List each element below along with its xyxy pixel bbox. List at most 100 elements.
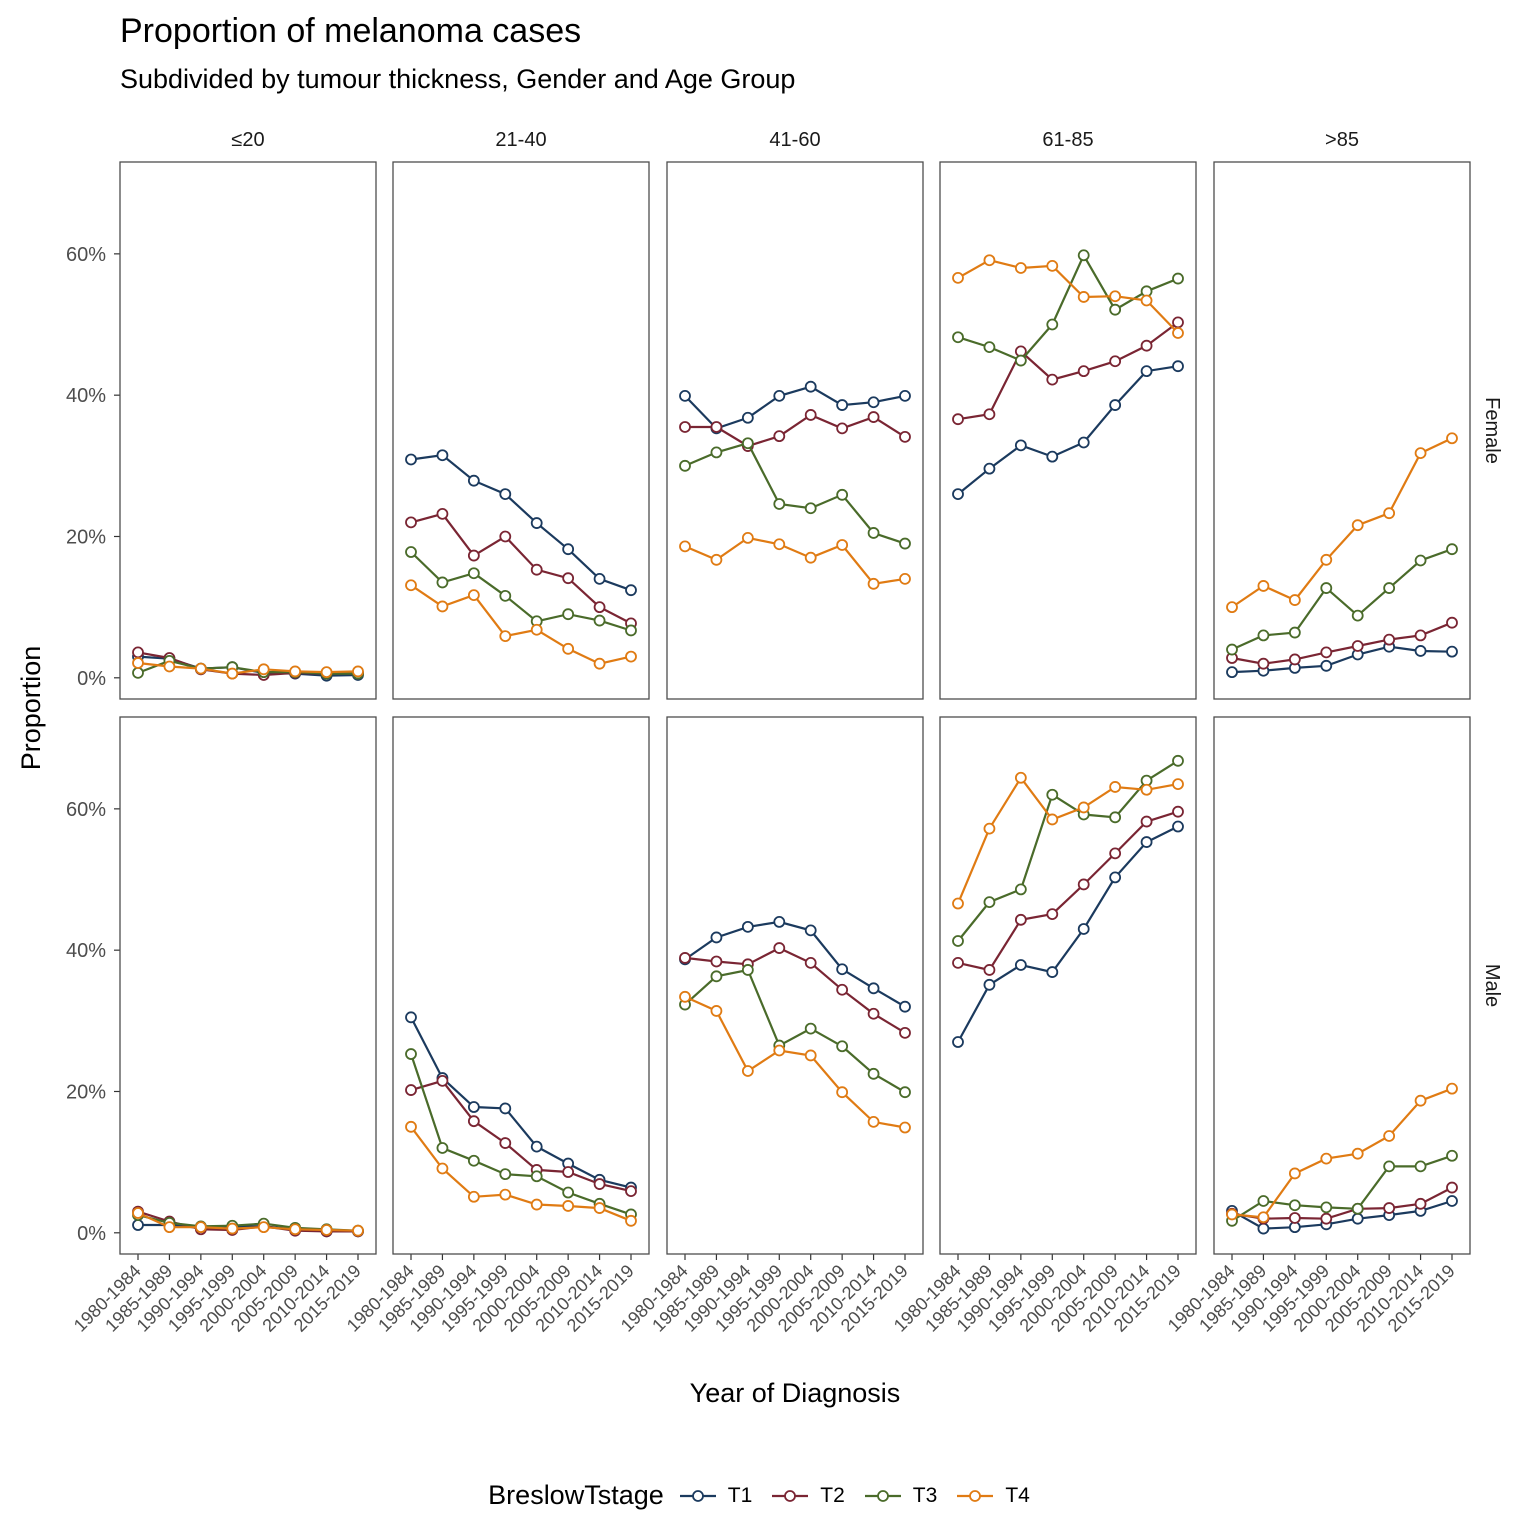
data-point-t1 — [1351, 1212, 1364, 1225]
data-point-t4 — [1320, 1152, 1333, 1165]
legend-key — [957, 1489, 994, 1502]
data-point-t1 — [983, 462, 996, 475]
data-point-t4 — [1046, 259, 1059, 272]
data-point-t1 — [467, 474, 480, 487]
data-point-t4 — [405, 579, 417, 592]
data-point-t1 — [804, 380, 817, 393]
data-point-t4 — [773, 1044, 786, 1057]
series-line-t4 — [684, 995, 906, 1129]
data-point-t4 — [593, 1202, 606, 1214]
panel-border — [666, 716, 924, 1255]
data-point-t3 — [436, 576, 449, 589]
data-point-t4 — [467, 589, 480, 602]
data-point-t4 — [1140, 783, 1153, 796]
data-point-t3 — [1257, 629, 1270, 642]
panel-border — [666, 161, 924, 700]
data-point-t3 — [1383, 1160, 1396, 1173]
data-point-t4 — [289, 1223, 302, 1236]
data-point-t4 — [163, 660, 176, 673]
data-point-t4 — [867, 577, 880, 590]
data-point-t1 — [1172, 820, 1184, 833]
data-point-t1 — [1014, 959, 1027, 971]
data-point-t2 — [1046, 373, 1059, 386]
data-point-t2 — [1320, 1212, 1333, 1225]
data-point-t4 — [952, 897, 964, 910]
data-point-t1 — [983, 978, 996, 991]
data-point-t1 — [867, 396, 880, 409]
data-point-t1 — [1446, 1195, 1458, 1207]
data-point-t3 — [1446, 543, 1458, 556]
data-point-t1 — [530, 517, 543, 529]
data-point-t4 — [194, 662, 207, 675]
data-point-t4 — [467, 1190, 480, 1203]
data-point-t3 — [1109, 811, 1122, 824]
data-point-t4 — [320, 666, 333, 679]
data-point-t4 — [530, 1198, 543, 1211]
legend-item-t4: T4 — [955, 1484, 1030, 1508]
data-point-t2 — [710, 955, 723, 968]
data-point-t2 — [1414, 1197, 1427, 1210]
legend: BreslowTstage T1 T2 T3 T4 — [0, 1480, 1536, 1511]
plot-area: ≤20 21-40 41-60 61-85 >85 Female Male 0% 20% 40% 6… — [16, 129, 1503, 1408]
data-point-t3 — [836, 488, 849, 501]
panel-female-21-40 — [392, 161, 650, 700]
data-point-t4 — [226, 667, 239, 680]
chart-subtitle: Subdivided by tumour thickness, Gender a… — [120, 64, 796, 94]
data-point-t2 — [710, 421, 723, 433]
data-point-t2 — [405, 1084, 417, 1096]
data-point-t1 — [593, 572, 606, 585]
y-axis-label: Proportion — [16, 646, 46, 771]
data-point-t4 — [679, 990, 691, 1003]
panel-border — [939, 161, 1197, 700]
data-point-t3 — [1014, 883, 1027, 896]
data-point-t1 — [679, 389, 691, 402]
data-point-t3 — [867, 1067, 880, 1080]
data-point-t4 — [625, 650, 637, 663]
data-point-t1 — [1046, 966, 1059, 978]
legend-key-point — [876, 1489, 889, 1502]
data-point-t3 — [436, 1142, 449, 1154]
series-line-t2 — [410, 512, 632, 625]
data-point-t4 — [436, 600, 449, 613]
data-point-t3 — [1226, 643, 1238, 656]
data-point-t2 — [1172, 316, 1184, 329]
legend-key — [864, 1489, 901, 1502]
legend-item-t3: T3 — [863, 1484, 937, 1508]
data-point-t3 — [499, 589, 512, 602]
data-point-t4 — [1351, 519, 1364, 532]
facet-row-label: Female — [1481, 397, 1503, 464]
series-line-t4 — [684, 536, 906, 585]
data-point-t2 — [1446, 616, 1458, 629]
data-point-t4 — [1414, 1094, 1427, 1107]
data-point-t4 — [899, 1121, 911, 1134]
data-point-t3 — [1351, 1202, 1364, 1215]
data-point-t4 — [1077, 801, 1090, 814]
panel-male-21-40 — [392, 716, 650, 1255]
data-point-t3 — [1109, 303, 1122, 316]
data-point-t1 — [562, 543, 575, 556]
panel-border — [1213, 161, 1471, 700]
data-point-t4 — [132, 657, 144, 669]
data-point-t1 — [1172, 360, 1184, 373]
data-point-t4 — [1383, 1130, 1396, 1142]
data-point-t3 — [741, 437, 754, 450]
data-point-t1 — [132, 1219, 144, 1231]
data-point-t1 — [1446, 645, 1458, 658]
data-point-t4 — [773, 538, 786, 551]
data-point-t2 — [405, 516, 417, 529]
data-point-t4 — [1383, 507, 1396, 520]
data-point-t4 — [741, 1065, 754, 1077]
data-point-t2 — [1288, 1212, 1301, 1224]
data-point-t2 — [1414, 629, 1427, 642]
panel-female-41-60 — [666, 161, 924, 700]
data-point-t1 — [899, 389, 911, 402]
data-point-t4 — [1257, 1211, 1270, 1224]
data-point-t4 — [710, 1005, 723, 1017]
data-point-t4 — [1172, 327, 1184, 339]
data-point-t3 — [1414, 1160, 1427, 1173]
data-point-t4 — [194, 1221, 207, 1234]
data-point-t3 — [983, 341, 996, 354]
data-point-t2 — [436, 1074, 449, 1087]
data-point-t4 — [899, 572, 911, 585]
data-point-t3 — [1414, 554, 1427, 567]
